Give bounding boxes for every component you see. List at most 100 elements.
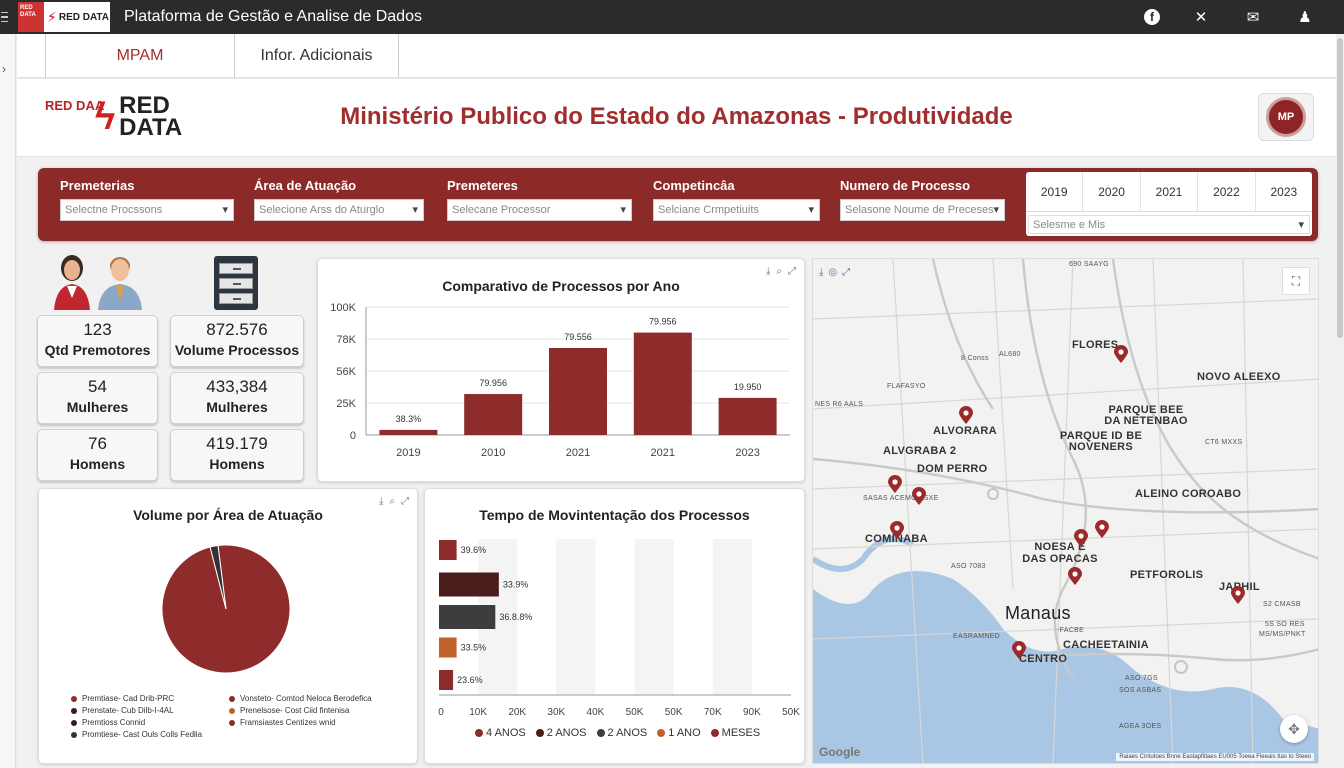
bar[interactable] xyxy=(718,397,777,435)
google-logo: Google xyxy=(819,745,861,759)
map-recenter-icon[interactable]: ✥ xyxy=(1280,715,1308,743)
year-2021[interactable]: 2021 xyxy=(1141,172,1199,211)
filter-label: Premeterias xyxy=(60,178,135,193)
hbar[interactable] xyxy=(439,670,454,690)
map-pin-icon[interactable] xyxy=(912,487,926,505)
hbar[interactable] xyxy=(439,605,496,629)
map-small-label: AGEA 3OES xyxy=(1119,723,1162,730)
map-small-label: 8 Conss xyxy=(961,355,989,362)
map-pin-icon[interactable] xyxy=(959,406,973,424)
map-small-label: AL680 xyxy=(999,351,1021,358)
filter-select[interactable]: Selectne Procssons xyxy=(60,199,234,221)
expand-icon[interactable]: ⤢ xyxy=(788,266,796,277)
map-pin-icon[interactable] xyxy=(890,521,904,539)
tab-mpam[interactable]: MPAM xyxy=(45,34,235,78)
expand-arrow-icon[interactable]: › xyxy=(2,62,6,76)
map-panel[interactable]: ⤓ ◎ ⤢ ⛶ FLORES NOVO ALEEXO ALVORARA PARQ… xyxy=(812,258,1319,764)
bar-data-label: 19.950 xyxy=(734,382,762,392)
bar-chart: 100K 78K 56K 25K 0 38.3% 2019 79.956 2010 79.556 2… xyxy=(330,302,790,459)
x-tick-label: 0 xyxy=(438,707,444,718)
user-icon[interactable]: ♟ xyxy=(1298,9,1312,26)
download-icon[interactable]: ⤓ xyxy=(765,266,771,277)
kpi-value: 76 xyxy=(88,434,107,453)
map-pin-icon[interactable] xyxy=(1068,567,1082,585)
hbar[interactable] xyxy=(439,637,457,658)
kpi-value: 123 xyxy=(83,320,112,339)
filter-select[interactable]: Selecane Processor xyxy=(447,199,632,221)
filter-numero-processo: Numero de Processo Selasone Noume de Pre… xyxy=(840,178,1005,221)
map-label: FLORES xyxy=(1072,339,1119,351)
legend-item: Promtiese- Cast Ouls Colls Fedlia xyxy=(71,730,202,739)
map-label: DOM PERRO xyxy=(917,463,988,475)
bar[interactable] xyxy=(379,429,438,435)
year-2020[interactable]: 2020 xyxy=(1083,172,1141,211)
expand-icon[interactable]: ⤢ xyxy=(401,496,409,507)
filter-select[interactable]: Selciane Crmpetiuits xyxy=(653,199,820,221)
map-small-label: EASRAMNED xyxy=(953,633,1001,640)
map-label: CENTRO xyxy=(1019,653,1068,665)
x-tick-label: 2023 xyxy=(735,447,759,459)
year-selector: 2019 2020 2021 2022 2023 Selesme e Mis xyxy=(1026,172,1312,236)
map-pin-icon[interactable] xyxy=(1114,345,1128,363)
app-logo-text: RED DATA xyxy=(58,11,110,23)
x-icon[interactable]: ✕ xyxy=(1194,9,1208,26)
hamburger-menu-icon[interactable] xyxy=(0,0,14,34)
x-tick-label: 2021 xyxy=(566,447,590,459)
map-label: PARQUE ID BE NOVENERS xyxy=(1059,430,1143,453)
zoom-icon[interactable]: ⌕ xyxy=(389,496,395,507)
map-pin-icon[interactable] xyxy=(1095,520,1109,538)
bar[interactable] xyxy=(549,347,607,435)
map-pin-icon[interactable] xyxy=(1074,529,1088,547)
tab-infor-adicionais[interactable]: Infor. Adicionais xyxy=(235,34,399,78)
kpi-label: Mulheres xyxy=(206,399,268,415)
x-tick-label: 50K xyxy=(626,707,644,718)
logo-line-2: DATA xyxy=(119,114,183,141)
year-2023[interactable]: 2023 xyxy=(1270,184,1298,199)
map-small-label: FLAFASYO xyxy=(887,383,926,390)
filter-label: Competincâa xyxy=(653,178,735,193)
header-logo-small: RED DAA xyxy=(45,98,105,113)
map-small-label: -FACBE xyxy=(1057,627,1085,634)
panel-volume-area: ⤓ ⌕ ⤢ Volume por Área de Atuação Premtia… xyxy=(38,488,418,764)
y-tick-label: 100K xyxy=(330,302,356,314)
pie-slice[interactable] xyxy=(209,544,227,610)
map-label: NOVO ALEEXO xyxy=(1197,371,1281,383)
kpi-label: Qtd Premotores xyxy=(44,342,151,358)
filter-select[interactable]: Selecione Arss do Aturglo xyxy=(254,199,424,221)
hbar[interactable] xyxy=(439,540,457,560)
map-fullscreen-icon[interactable]: ⛶ xyxy=(1282,267,1310,295)
year-2022[interactable]: 2022 xyxy=(1198,172,1256,211)
map-expand-icon[interactable]: ⤢ xyxy=(842,267,851,278)
app-title: Plataforma de Gestão e Analise de Dados xyxy=(124,8,422,25)
legend-item: Framsiastes Centizes wnid xyxy=(229,718,336,727)
map-pin-icon[interactable] xyxy=(1231,586,1245,604)
year-2019[interactable]: 2019 xyxy=(1026,172,1084,211)
hbar[interactable] xyxy=(439,572,499,597)
grid-band xyxy=(712,539,752,695)
kpi-mulheres-promotores: 54 Mulheres xyxy=(37,372,158,424)
mail-icon[interactable]: ✉ xyxy=(1246,9,1260,26)
header-logo: ϟ RED DATA xyxy=(95,94,183,141)
bar[interactable] xyxy=(464,394,523,435)
filter-select[interactable]: Selasone Noume de Preceses xyxy=(840,199,1005,221)
map-zoom-icon[interactable]: ◎ xyxy=(828,267,838,278)
x-tick-label: 90K xyxy=(743,707,761,718)
bar[interactable] xyxy=(633,332,692,435)
zoom-icon[interactable]: ⌕ xyxy=(776,266,782,277)
map-small-label: NES R6 AALS xyxy=(815,401,864,408)
download-icon[interactable]: ⤓ xyxy=(378,496,384,507)
legend-item: 1 ANO xyxy=(657,727,700,739)
map-pin-icon[interactable] xyxy=(888,475,902,493)
map-small-label: CT6 MXXS xyxy=(1205,439,1243,446)
legend-item: 2 ANOS xyxy=(536,727,587,739)
scrollbar-thumb[interactable] xyxy=(1337,38,1343,338)
filter-label: Premeteres xyxy=(447,178,518,193)
map-download-icon[interactable]: ⤓ xyxy=(819,267,824,278)
grid-band xyxy=(556,539,596,695)
x-tick-label: 20K xyxy=(508,707,526,718)
page-scrollbar[interactable] xyxy=(1336,34,1344,768)
month-select[interactable]: Selesme e Mis xyxy=(1028,215,1310,234)
facebook-icon[interactable]: f xyxy=(1144,9,1160,25)
map-label: PETFOROLIS xyxy=(1130,569,1204,581)
map-pin-icon[interactable] xyxy=(1012,641,1026,659)
